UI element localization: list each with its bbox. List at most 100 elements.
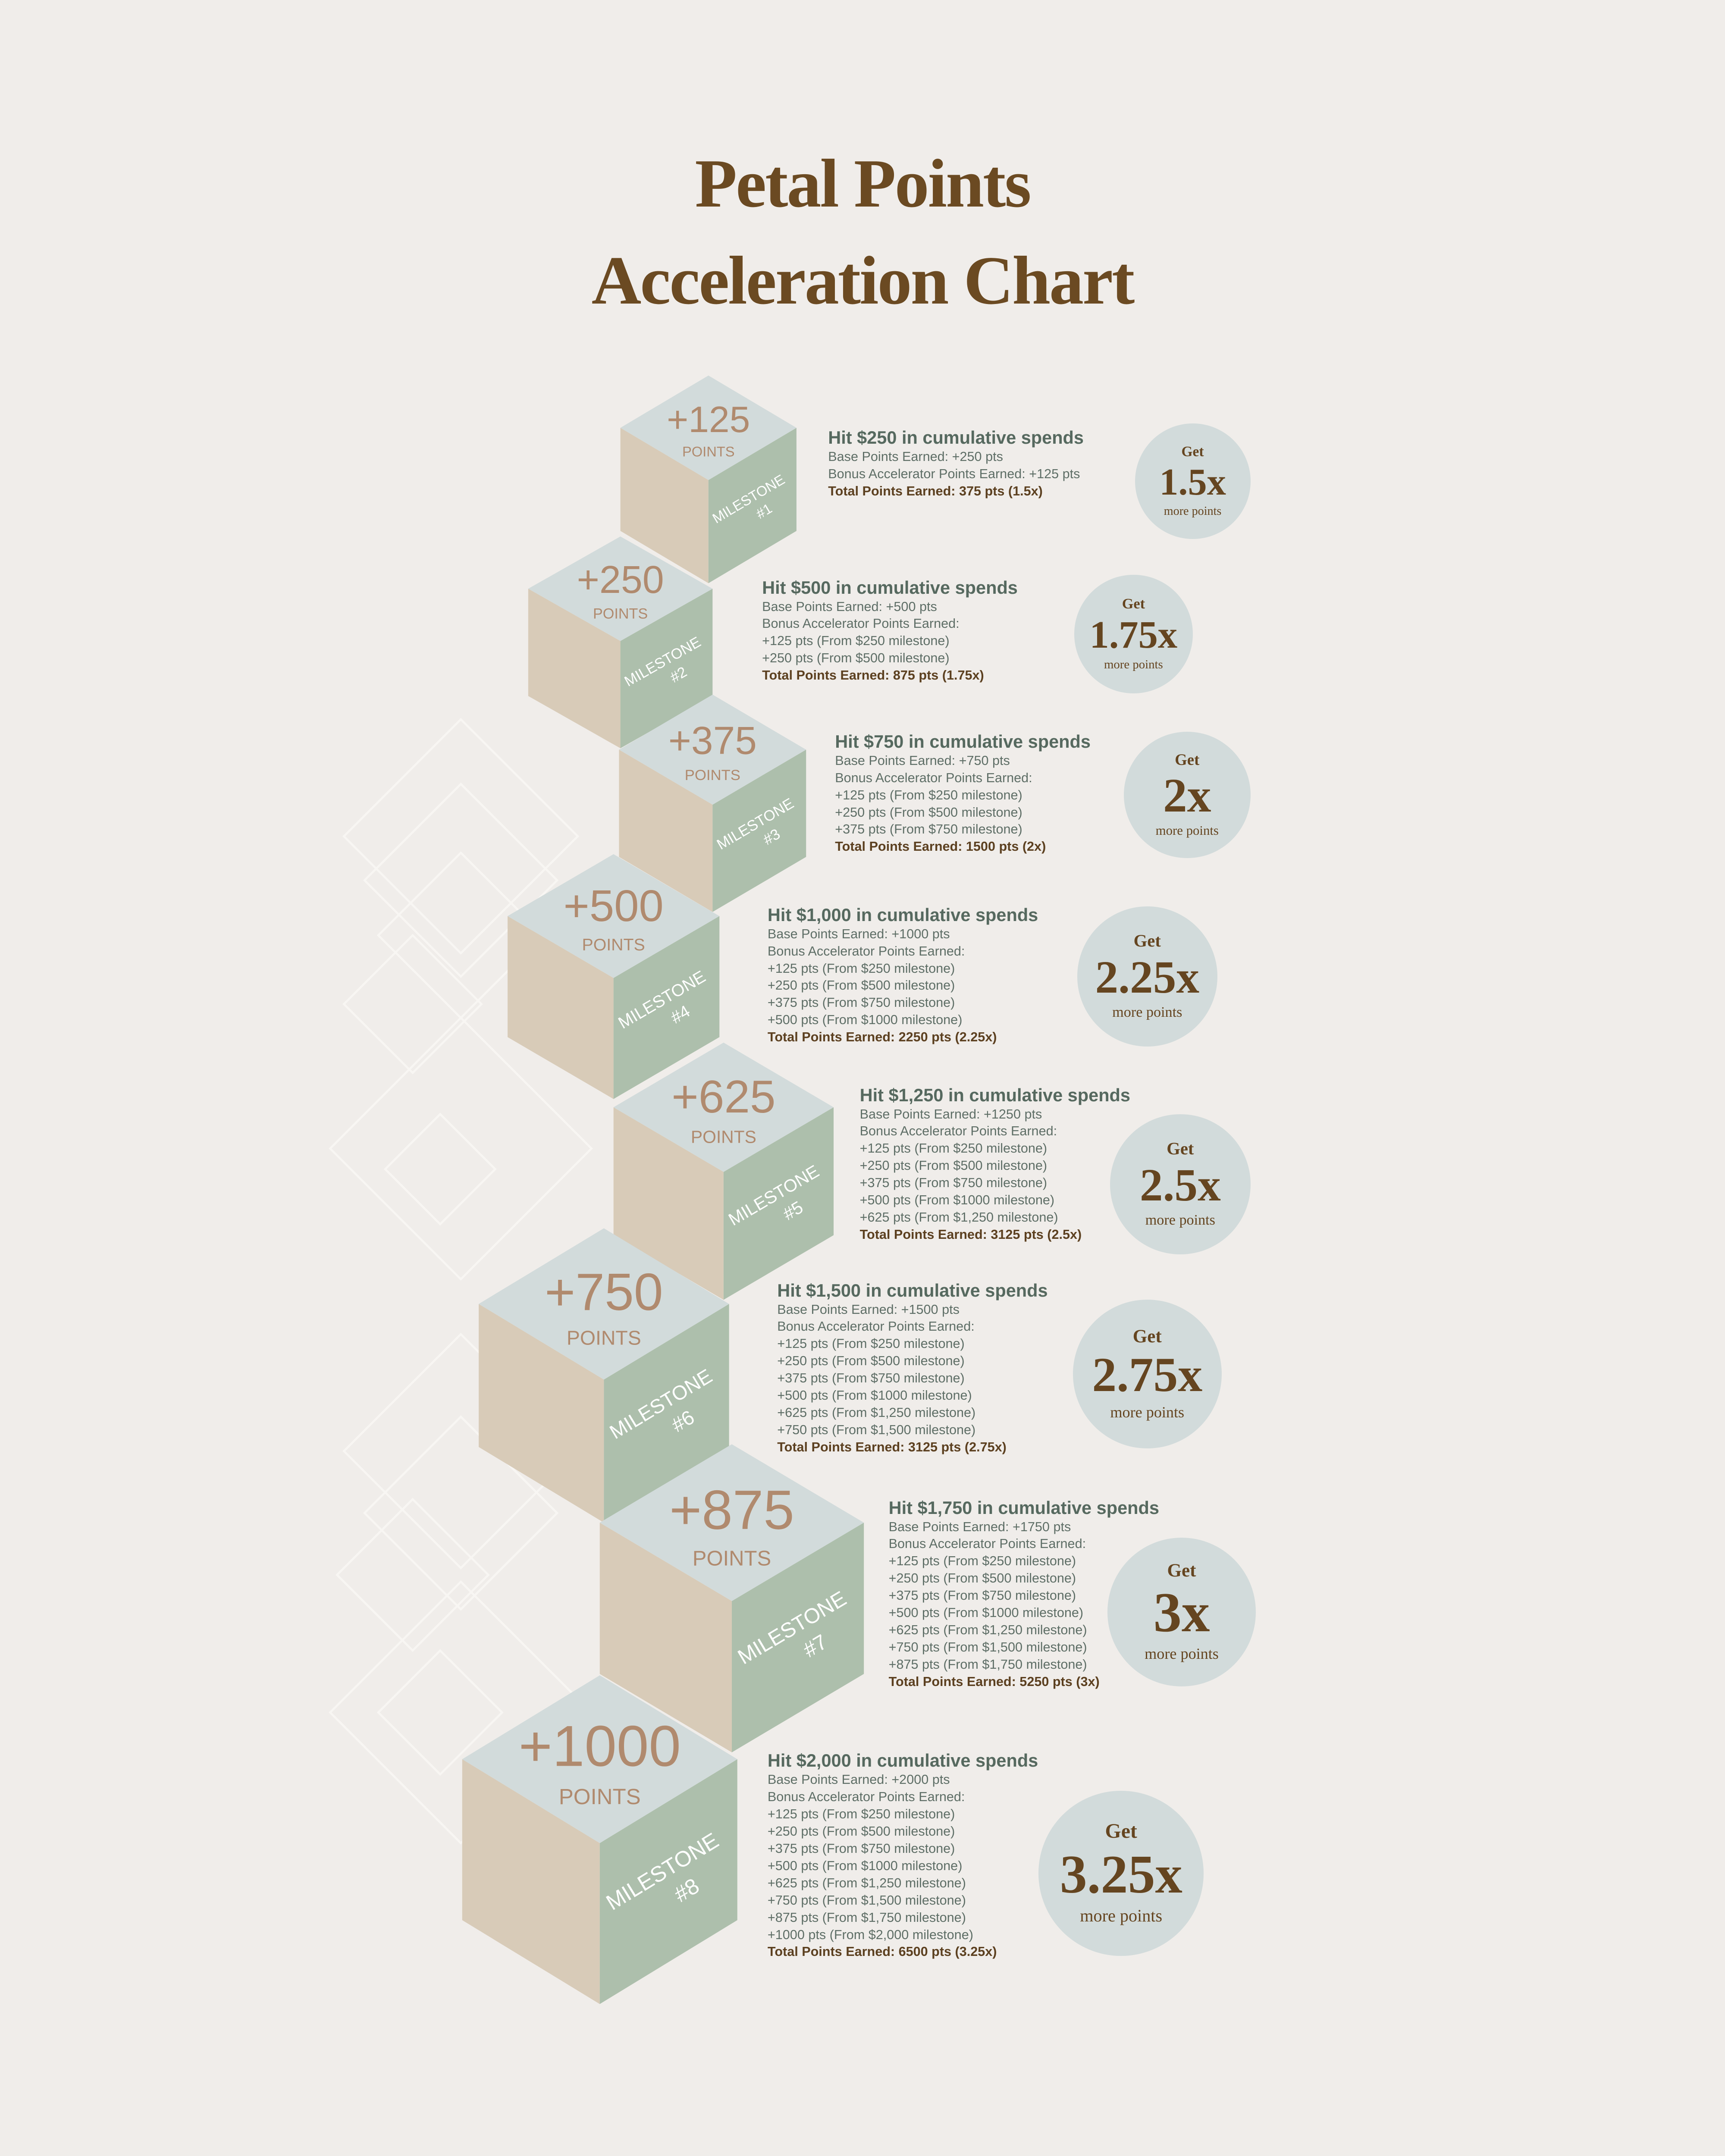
- badge-get: Get: [1105, 1820, 1137, 1843]
- cube-points-value: +875: [669, 1479, 794, 1541]
- diamond-outline: [342, 934, 483, 1075]
- cube-left-face: [528, 589, 621, 749]
- milestone-details: Hit $2,000 in cumulative spends Base Poin…: [768, 1749, 1038, 1961]
- bonus-line: +875 pts (From $1,750 milestone): [767, 1910, 966, 1925]
- bonus-line: +250 pts (From $500 milestone): [835, 805, 1022, 820]
- cube-points-label: POINTS: [582, 935, 645, 954]
- title-line-1: Petal Points: [695, 145, 1031, 222]
- bonus-line: +250 pts (From $500 milestone): [859, 1158, 1048, 1173]
- badge-more-points: more points: [1080, 1906, 1163, 1926]
- title-line-2: Acceleration Chart: [591, 242, 1135, 319]
- cube-points-value: +250: [577, 558, 664, 602]
- badge-get: Get: [1132, 1326, 1162, 1347]
- bonus-line: +375 pts (From $750 milestone): [767, 1841, 955, 1856]
- cube-left-face: [462, 1759, 600, 2004]
- total-points: Total Points Earned: 375 pts (1.5x): [828, 483, 1043, 498]
- cube-top-face: [599, 1444, 864, 1601]
- bonus-label: Bonus Accelerator Points Earned:: [835, 770, 1032, 785]
- bonus-label: Bonus Accelerator Points Earned: +125 pt…: [828, 466, 1080, 481]
- bonus-line: +125 pts (From $250 milestone): [767, 961, 955, 976]
- total-points: Total Points Earned: 3125 pts (2.5x): [859, 1227, 1082, 1242]
- cube-left-face: [479, 1304, 604, 1523]
- cube-points-label: POINTS: [593, 605, 648, 622]
- milestone-heading: Hit $1,750 in cumulative spends: [888, 1497, 1159, 1518]
- milestone-heading: Hit $750 in cumulative spends: [835, 731, 1091, 752]
- bonus-label: Bonus Accelerator Points Earned:: [762, 616, 960, 631]
- diamond-outline: [329, 1580, 593, 1845]
- cube-right-face: [712, 749, 806, 912]
- cube-points-value: +375: [668, 719, 757, 763]
- cube-top-face: [619, 694, 806, 805]
- cube-right-face: [708, 428, 797, 583]
- bonus-line: +250 pts (From $500 milestone): [777, 1354, 965, 1369]
- multiplier-badge: Get 3x more points: [1107, 1538, 1256, 1686]
- total-points: Total Points Earned: 1500 pts (2x): [835, 839, 1046, 854]
- bonus-line: +375 pts (From $750 milestone): [888, 1588, 1076, 1603]
- cube-left-face: [613, 1107, 724, 1300]
- badge-multiplier: 2x: [1163, 769, 1211, 822]
- cube-points-value: +625: [671, 1071, 775, 1122]
- cube-points-value: +500: [563, 881, 663, 931]
- milestone-heading: Hit $250 in cumulative spends: [828, 427, 1084, 448]
- total-points: Total Points Earned: 5250 pts (3x): [888, 1674, 1100, 1689]
- badge-more-points: more points: [1145, 1645, 1219, 1663]
- badge-more-points: more points: [1164, 504, 1222, 518]
- cube-left-face: [599, 1523, 732, 1752]
- cube-points-value: +1000: [519, 1714, 681, 1778]
- multiplier-badge: Get 1.75x more points: [1074, 575, 1193, 693]
- bonus-line: +375 pts (From $750 milestone): [777, 1371, 965, 1386]
- badge-more-points: more points: [1104, 658, 1163, 672]
- cube-left-face: [508, 916, 614, 1099]
- bonus-line: +750 pts (From $1,500 milestone): [767, 1893, 966, 1908]
- milestone-details: Hit $1,500 in cumulative spends Base Poin…: [777, 1279, 1048, 1456]
- multiplier-badge: Get 1.5x more points: [1135, 423, 1251, 539]
- bonus-line: +500 pts (From $1000 milestone): [777, 1388, 972, 1403]
- bonus-line: +1000 pts (From $2,000 milestone): [767, 1927, 973, 1942]
- bonus-label: Bonus Accelerator Points Earned:: [859, 1124, 1057, 1139]
- cube-points-label: POINTS: [682, 443, 735, 459]
- base-points: Base Points Earned: +1250 pts: [859, 1106, 1042, 1122]
- bonus-line: +500 pts (From $1000 milestone): [767, 1012, 963, 1028]
- diamond-outline: [383, 1112, 497, 1226]
- milestone-heading: Hit $1,500 in cumulative spends: [777, 1280, 1048, 1300]
- diamond-outline: [329, 1016, 593, 1281]
- badge-multiplier: 2.25x: [1095, 951, 1200, 1003]
- badge-get: Get: [1175, 750, 1200, 768]
- bonus-line: +375 pts (From $750 milestone): [835, 822, 1022, 837]
- cube-right-face: [613, 916, 720, 1099]
- base-points: Base Points Earned: +750 pts: [835, 753, 1010, 768]
- cube-points-value: +750: [545, 1263, 663, 1321]
- milestone-details: Hit $500 in cumulative spends Base Points…: [762, 577, 1018, 685]
- badge-multiplier: 1.75x: [1089, 612, 1178, 656]
- cube-points-value: +125: [667, 399, 750, 440]
- bonus-line: +500 pts (From $1000 milestone): [859, 1193, 1055, 1208]
- bonus-line: +625 pts (From $1,250 milestone): [888, 1622, 1087, 1637]
- bonus-line: +500 pts (From $1000 milestone): [767, 1858, 963, 1873]
- milestone-details: Hit $1,000 in cumulative spends Base Poin…: [768, 904, 1038, 1046]
- milestone-details: Hit $1,250 in cumulative spends Base Poin…: [860, 1084, 1130, 1244]
- diamond-outline: [342, 718, 580, 955]
- cube-top-face: [613, 1042, 834, 1172]
- decorative-diamonds: [329, 718, 593, 1845]
- bonus-line: +250 pts (From $500 milestone): [762, 651, 950, 666]
- badge-get: Get: [1122, 595, 1145, 612]
- bonus-line: +250 pts (From $500 milestone): [767, 1824, 955, 1839]
- bonus-line: +750 pts (From $1,500 milestone): [777, 1422, 976, 1437]
- cube-right-face: [599, 1759, 737, 2004]
- bonus-line: +125 pts (From $250 milestone): [835, 787, 1022, 802]
- badge-get: Get: [1167, 1560, 1196, 1581]
- milestone-heading: Hit $2,000 in cumulative spends: [767, 1750, 1038, 1771]
- milestone-details: Hit $250 in cumulative spends Base Points…: [828, 426, 1084, 500]
- bonus-label: Bonus Accelerator Points Earned:: [777, 1319, 975, 1334]
- milestone-heading: Hit $1,000 in cumulative spends: [767, 904, 1038, 925]
- badge-multiplier: 3.25x: [1060, 1844, 1182, 1905]
- bonus-line: +625 pts (From $1,250 milestone): [777, 1405, 976, 1420]
- badge-more-points: more points: [1110, 1404, 1185, 1421]
- total-points: Total Points Earned: 875 pts (1.75x): [762, 668, 984, 683]
- base-points: Base Points Earned: +2000 pts: [767, 1772, 950, 1787]
